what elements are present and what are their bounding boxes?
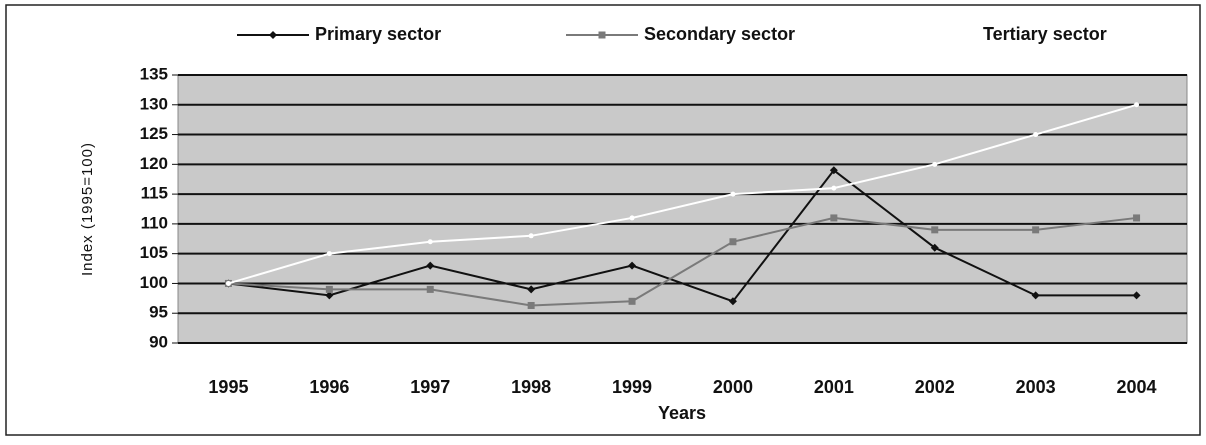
marker [1032, 226, 1040, 234]
marker [729, 238, 737, 246]
marker [325, 291, 334, 300]
x-tick-label: 2000 [713, 377, 753, 397]
series-line [228, 216, 1137, 307]
marker [938, 32, 944, 38]
marker [269, 31, 277, 39]
y-tick-label: 125 [140, 124, 168, 143]
marker [1031, 291, 1040, 300]
x-tick-label: 2003 [1016, 377, 1056, 397]
y-tick-label: 95 [149, 303, 168, 322]
legend-label: Tertiary sector [983, 24, 1107, 44]
y-tick-label: 115 [141, 184, 168, 203]
marker [831, 185, 837, 191]
legend-label: Secondary sector [644, 24, 795, 44]
marker [527, 285, 536, 294]
marker [930, 243, 939, 252]
marker [829, 166, 838, 175]
marker [598, 31, 606, 39]
marker [1133, 214, 1141, 222]
marker [225, 280, 231, 286]
x-axis-label: Years [658, 403, 706, 423]
x-tick-label: 1996 [309, 377, 349, 397]
marker [426, 261, 435, 270]
x-tick-label: 1995 [208, 377, 248, 397]
x-tick-label: 2001 [814, 377, 854, 397]
y-tick-label: 120 [140, 154, 168, 173]
y-tick-label: 135 [140, 64, 168, 83]
plot-area [177, 74, 1188, 344]
y-tick-label: 100 [140, 273, 168, 292]
marker [528, 233, 534, 239]
marker [728, 297, 737, 306]
y-tick-label: 130 [140, 94, 168, 113]
x-tick-label: 1999 [612, 377, 652, 397]
y-tick-label: 110 [141, 213, 168, 232]
y-axis-label: Index (1995=100) [79, 142, 96, 276]
marker [730, 191, 736, 197]
marker [628, 297, 636, 305]
marker [1134, 102, 1140, 108]
x-tick-label: 2002 [915, 377, 955, 397]
marker [932, 161, 938, 167]
marker [931, 226, 939, 234]
marker [830, 214, 838, 222]
marker [629, 215, 635, 221]
marker [325, 285, 333, 293]
x-tick-label: 1998 [511, 377, 551, 397]
marker [527, 301, 535, 309]
x-tick-label: 1997 [410, 377, 450, 397]
x-tick-label: 2004 [1117, 377, 1157, 397]
marker [1132, 291, 1141, 300]
marker [628, 261, 637, 270]
marker [427, 239, 433, 245]
y-tick-label: 90 [149, 332, 168, 351]
series-line [228, 103, 1137, 285]
marker [1033, 132, 1039, 138]
legend-label: Primary sector [315, 24, 441, 44]
marker [426, 285, 434, 293]
series-line [228, 168, 1137, 303]
y-tick-label: 105 [140, 243, 168, 262]
marker [326, 251, 332, 257]
